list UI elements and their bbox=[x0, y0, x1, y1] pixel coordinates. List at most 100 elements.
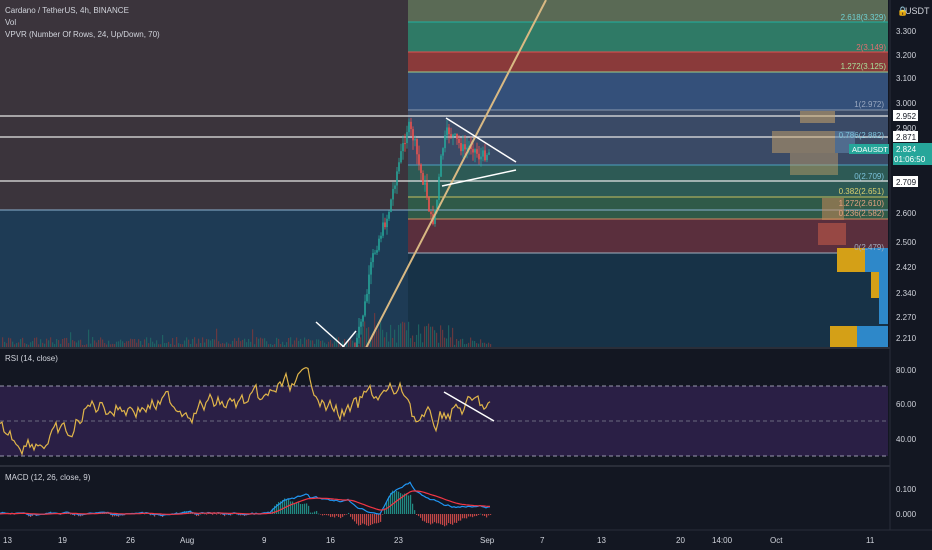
volume-bar bbox=[412, 335, 414, 348]
volume-bar bbox=[36, 337, 38, 348]
macd-histogram-bar bbox=[348, 512, 350, 514]
volume-bar bbox=[38, 344, 40, 348]
key-levels[interactable] bbox=[0, 115, 888, 211]
candle-body bbox=[374, 252, 376, 254]
lock-icon[interactable]: 🔒 bbox=[897, 6, 908, 16]
macd-histogram-bar bbox=[230, 514, 232, 516]
volume-bar bbox=[194, 337, 196, 348]
volume-bar bbox=[46, 338, 48, 348]
vpvr-label[interactable]: VPVR (Number Of Rows, 24, Up/Down, 70) bbox=[5, 30, 160, 39]
macd-histogram-bar bbox=[340, 514, 342, 519]
price-tick: 3.100 bbox=[896, 74, 917, 83]
volume-label[interactable]: Vol bbox=[5, 18, 16, 27]
macd-histogram-bar bbox=[280, 501, 282, 514]
macd-label[interactable]: MACD (12, 26, close, 9) bbox=[5, 473, 91, 482]
volume-bar bbox=[376, 331, 378, 348]
macd-histogram-bar bbox=[330, 514, 332, 518]
price-axis[interactable]: 🔒 USDT 3.300 3.100 3.200 3.000 2.900 2.6… bbox=[849, 0, 932, 550]
volume-bar bbox=[214, 339, 216, 348]
volume-bar bbox=[44, 343, 46, 348]
time-tick: Oct bbox=[770, 536, 783, 545]
wedge-line-2[interactable] bbox=[341, 330, 357, 349]
candle-body bbox=[450, 134, 452, 137]
volume-bar bbox=[436, 332, 438, 348]
volume-bar bbox=[318, 339, 320, 348]
volume-bar bbox=[160, 344, 162, 348]
triangle-lower-line[interactable] bbox=[441, 169, 517, 187]
symbol-title[interactable]: Cardano / TetherUS, 4h, BINANCE bbox=[5, 6, 129, 15]
price-tick: 3.300 bbox=[896, 27, 917, 36]
candle-body bbox=[440, 155, 442, 177]
time-tick: 7 bbox=[540, 536, 545, 545]
time-tick: Sep bbox=[480, 536, 495, 545]
macd-histogram-bar bbox=[446, 514, 448, 526]
volume-bar bbox=[404, 322, 406, 348]
rsi-trend-line[interactable] bbox=[443, 391, 495, 422]
macd-histogram-bar bbox=[196, 514, 198, 517]
volume-bar bbox=[300, 338, 302, 348]
volume-bar bbox=[66, 337, 68, 348]
macd-histogram-bar bbox=[310, 512, 312, 514]
volume-bar bbox=[362, 327, 364, 348]
volume-bar bbox=[184, 340, 186, 348]
macd-histogram-bar bbox=[476, 514, 478, 517]
price-tick: 2.900 bbox=[896, 124, 917, 133]
volume-bar bbox=[366, 328, 368, 348]
macd-histogram-bar bbox=[292, 501, 294, 514]
volume-bar bbox=[168, 341, 170, 348]
triangle-upper-line[interactable] bbox=[445, 117, 517, 163]
macd-histogram-bar bbox=[450, 514, 452, 525]
volume-bar bbox=[154, 343, 156, 348]
macd-histogram-bar bbox=[198, 514, 200, 516]
volume-bar bbox=[408, 321, 410, 348]
macd-histogram-bar bbox=[372, 514, 374, 525]
volume-bar bbox=[80, 339, 82, 348]
candle-body bbox=[408, 121, 410, 133]
macd-histogram-bar bbox=[212, 514, 214, 515]
legend[interactable]: Cardano / TetherUS, 4h, BINANCE Vol VPVR… bbox=[5, 6, 160, 482]
macd-histogram-bar bbox=[336, 514, 338, 516]
trend-line-up[interactable] bbox=[365, 0, 547, 349]
volume-bar bbox=[32, 341, 34, 348]
candle-body bbox=[446, 127, 448, 136]
wedge-line-1[interactable] bbox=[315, 321, 346, 349]
volume-bar bbox=[120, 339, 122, 348]
macd-histogram-bar bbox=[304, 503, 306, 514]
volume-bar bbox=[254, 344, 256, 348]
macd-histogram-bar bbox=[342, 514, 344, 517]
macd-histogram-bar bbox=[422, 514, 424, 521]
volume-bar bbox=[272, 344, 274, 348]
candle-body bbox=[426, 182, 428, 198]
time-axis[interactable]: 13 19 26 Aug 9 16 23 Sep 7 13 20 14:00 O… bbox=[0, 529, 932, 550]
volume-bar bbox=[102, 339, 104, 348]
volume-bar bbox=[406, 330, 408, 348]
macd-histogram-bar bbox=[484, 514, 486, 516]
zone-upper-left bbox=[0, 0, 408, 210]
volume-bar bbox=[206, 338, 208, 348]
macd-histogram-bar bbox=[322, 514, 324, 516]
volume-bar bbox=[480, 339, 482, 348]
level-badge bbox=[893, 176, 918, 187]
volume-bar bbox=[170, 343, 172, 348]
volume-bar bbox=[434, 330, 436, 348]
fib-label: 1.272(3.125) bbox=[841, 62, 887, 71]
candle-body bbox=[428, 197, 430, 212]
macd-histogram-bar bbox=[472, 514, 474, 518]
drawings[interactable] bbox=[315, 0, 547, 349]
macd-histogram-bar bbox=[458, 514, 460, 521]
volume-bar bbox=[232, 340, 234, 348]
price-tick: 3.000 bbox=[896, 99, 917, 108]
volume-bar bbox=[332, 343, 334, 348]
rsi-label[interactable]: RSI (14, close) bbox=[5, 354, 58, 363]
candle-body bbox=[434, 209, 436, 224]
currency-label[interactable]: USDT bbox=[905, 6, 930, 16]
volume-bar bbox=[396, 342, 398, 348]
volume-bar bbox=[128, 341, 130, 348]
macd-histogram-bar bbox=[414, 510, 416, 514]
macd-histogram-bar bbox=[290, 501, 292, 514]
macd-histogram-bar bbox=[74, 514, 76, 516]
macd-histogram-bar bbox=[412, 503, 414, 514]
candle-body bbox=[364, 301, 366, 316]
candle-body bbox=[478, 153, 480, 160]
